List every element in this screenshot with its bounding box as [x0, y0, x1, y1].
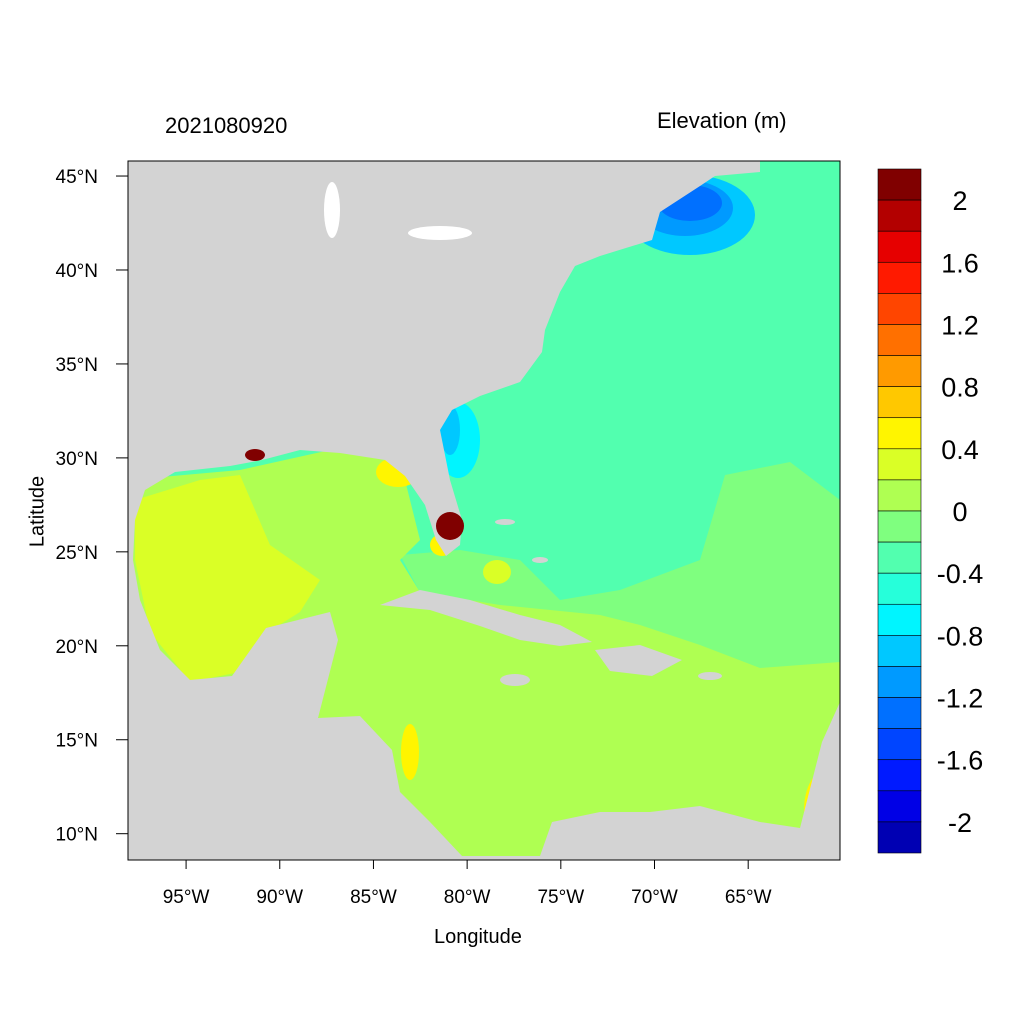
x-tick-label: 80°W: [444, 887, 491, 908]
south-florida-red: [436, 512, 464, 540]
colorbar-cell: [877, 261, 922, 294]
colorbar-cell: [877, 324, 922, 356]
colorbar-cell: [877, 541, 922, 574]
x-tick-label: 95°W: [163, 887, 210, 908]
x-tick-label: 90°W: [256, 887, 303, 908]
y-tick-label: 40°N: [56, 261, 98, 282]
zero-band-region: [400, 462, 840, 685]
colorbar-cell: [877, 386, 922, 419]
y-tick-label: 30°N: [56, 449, 98, 470]
colorbar-cell: [877, 572, 922, 605]
colorbar-label: 1.2: [941, 310, 979, 340]
north-america-land: [128, 161, 840, 860]
colorbar-label: 0.4: [941, 435, 979, 465]
colorbar-cell: [877, 759, 922, 792]
x-tick-label: 65°W: [725, 887, 772, 908]
colorbar-cell: [877, 603, 922, 636]
y-tick-label: 15°N: [56, 731, 98, 752]
colorbar-cell: [877, 666, 922, 698]
colorbar-cell: [877, 417, 922, 450]
bahamas-island: [495, 519, 515, 525]
lake-michigan: [324, 182, 340, 238]
colorbar-label: -1.2: [937, 684, 984, 714]
colorbar-cell: [877, 168, 922, 201]
colorbar-cell: [877, 230, 922, 263]
colorbar-cell: [877, 448, 922, 481]
western-gulf-region: [135, 475, 320, 682]
map-field: [128, 161, 840, 860]
colorbar-label: -2: [948, 808, 972, 838]
x-tick-label: 70°W: [631, 887, 678, 908]
colorbar-cell: [877, 821, 922, 854]
puerto-rico-land: [698, 672, 722, 680]
colorbar-cell: [877, 697, 922, 729]
cuba-land: [380, 590, 592, 646]
colorbar-label: 0: [952, 497, 967, 527]
y-tick-label: 45°N: [56, 167, 98, 188]
colorbar: 2 1.6 1.2 0.8 0.4 0 -0.4 -0.8 -1.2 -1.6 -2: [877, 168, 984, 854]
lake-erie: [408, 226, 472, 240]
colorbar-cell: [877, 728, 922, 761]
colorbar-label: 1.6: [941, 248, 979, 278]
colorbar-cell: [877, 790, 922, 823]
x-tick-label: 75°W: [537, 887, 584, 908]
y-tick-label: 25°N: [56, 543, 98, 564]
jamaica-land: [500, 674, 530, 686]
colorbar-cell: [877, 199, 922, 232]
y-tick-label: 10°N: [56, 825, 98, 846]
colorbar-label: -0.8: [937, 621, 984, 651]
axes: 95°W 90°W 85°W 80°W 75°W 70°W 65°W 45°N 40°N 35°N…: [56, 167, 772, 908]
belize-yellow: [401, 724, 419, 780]
colorbar-label: -0.4: [937, 559, 984, 589]
colorbar-cell: [877, 355, 922, 387]
colorbar-label: -1.6: [937, 746, 984, 776]
colorbar-cell: [877, 635, 922, 667]
x-axis-label: Longitude: [434, 926, 522, 948]
colorbar-cell: [877, 293, 922, 325]
plot-title-left: 2021080920: [165, 113, 288, 138]
colorbar-cell: [877, 510, 922, 543]
bahamas-island: [532, 557, 548, 563]
colorbar-cell: [877, 479, 922, 512]
plot-title-right: Elevation (m): [657, 108, 787, 133]
louisiana-red: [245, 449, 265, 461]
colorbar-label: 0.8: [941, 373, 979, 403]
colorbar-label: 2: [952, 186, 967, 216]
bahamas-yellow: [483, 560, 511, 584]
hispaniola-land: [595, 645, 682, 676]
y-tick-label: 20°N: [56, 637, 98, 658]
y-tick-label: 35°N: [56, 355, 98, 376]
plot-frame: [127, 160, 841, 861]
x-tick-label: 85°W: [350, 887, 397, 908]
